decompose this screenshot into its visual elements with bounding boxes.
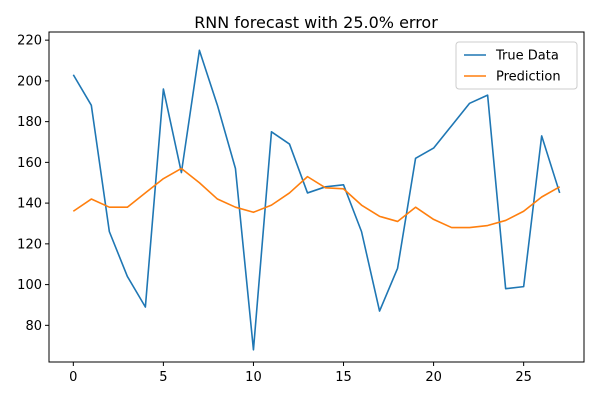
chart-title: RNN forecast with 25.0% error <box>194 13 438 32</box>
y-tick-label: 100 <box>17 278 42 293</box>
x-tick-label: 10 <box>245 370 262 385</box>
legend-label-true-data: True Data <box>495 49 559 64</box>
x-tick-label: 15 <box>335 370 352 385</box>
x-tick-label: 0 <box>69 370 77 385</box>
series-group <box>72 49 561 351</box>
series-line-true-data <box>72 49 561 351</box>
y-tick-label: 180 <box>17 115 42 130</box>
legend-label-prediction: Prediction <box>496 70 561 85</box>
y-tick-label: 120 <box>17 237 42 252</box>
x-tick-label: 20 <box>425 370 442 385</box>
y-tick-label: 140 <box>17 197 42 212</box>
y-tick-label: 200 <box>17 74 42 89</box>
axes: 0 5 10 15 20 25 80 100 120 140 160 180 200 220 <box>17 31 585 385</box>
legend-box <box>455 41 578 90</box>
y-tick-label: 80 <box>25 319 42 334</box>
y-tick-label: 160 <box>17 156 42 171</box>
y-tick-label: 220 <box>17 34 42 49</box>
x-tick-label: 25 <box>515 370 532 385</box>
plot-frame <box>48 31 585 363</box>
x-tick-label: 5 <box>159 370 167 385</box>
legend: True Data Prediction <box>455 41 578 90</box>
series-line-prediction <box>72 167 561 229</box>
